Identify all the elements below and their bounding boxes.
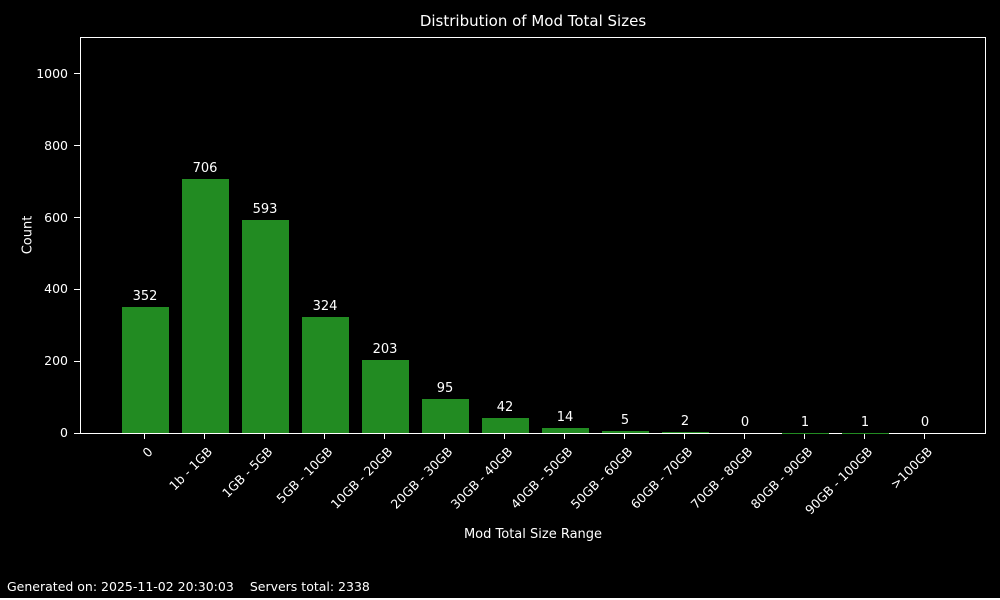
bar <box>421 398 469 433</box>
chart-title: Distribution of Mod Total Sizes <box>419 12 647 30</box>
x-tick <box>864 434 865 439</box>
bar-value-label: 95 <box>436 380 454 396</box>
y-tick-label: 800 <box>44 137 68 153</box>
footer: Generated on: 2025-11-02 20:30:03 Servers… <box>7 579 370 594</box>
x-axis-ticks: 0 1b - 1GB 1GB - 5GB 5GB - 10GB 10GB - 20GB 2… <box>80 434 986 554</box>
bar-value-label: 0 <box>920 415 930 430</box>
x-tick-label: 40GB - 50GB <box>507 444 576 512</box>
y-tick-label: 1000 <box>36 65 68 81</box>
x-tick-label: 5GB - 10GB <box>273 444 336 507</box>
x-tick <box>204 434 205 439</box>
bar-value-label: 0 <box>740 415 750 430</box>
plot-area: 352 706 593 324 203 95 42 14 5 2 0 1 1 0 <box>80 37 986 434</box>
x-tick-label: 60GB - 70GB <box>627 444 696 512</box>
bar-value-label: 14 <box>556 409 574 425</box>
x-tick-label: 70GB - 80GB <box>687 444 756 512</box>
x-tick <box>624 434 625 439</box>
x-tick-label: 20GB - 30GB <box>387 444 456 512</box>
x-tick-label: 1b - 1GB <box>166 444 216 494</box>
bar-value-label: 5 <box>620 413 630 429</box>
x-tick <box>264 434 265 439</box>
x-tick-label: 1GB - 5GB <box>219 444 276 501</box>
bar <box>661 432 709 433</box>
bar-value-label: 324 <box>312 298 338 314</box>
x-tick-label: 10GB - 20GB <box>327 444 396 512</box>
bar-value-label: 203 <box>372 342 398 358</box>
x-tick-label: 50GB - 60GB <box>567 444 636 512</box>
x-tick <box>144 434 145 439</box>
x-tick <box>804 434 805 439</box>
bar <box>301 316 349 433</box>
bar <box>481 417 529 433</box>
bar <box>601 431 649 433</box>
bar-value-label: 706 <box>192 161 218 177</box>
x-tick <box>744 434 745 439</box>
y-tick-label: 400 <box>44 281 68 297</box>
bar-value-label: 593 <box>252 202 278 218</box>
y-axis-label: Count <box>20 215 36 255</box>
x-tick-label: 30GB - 40GB <box>447 444 516 512</box>
footer-generated-text: Generated on: 2025-11-02 20:30:03 <box>7 579 234 594</box>
bar-value-label: 1 <box>800 414 810 430</box>
x-axis-label: Mod Total Size Range <box>463 527 603 542</box>
bar <box>181 179 229 433</box>
bar <box>361 360 409 433</box>
y-tick-label: 0 <box>60 425 68 440</box>
bar <box>541 427 589 433</box>
y-tick-label: 200 <box>44 353 68 369</box>
x-tick <box>564 434 565 439</box>
bar-value-label: 1 <box>860 414 870 430</box>
x-tick <box>384 434 385 439</box>
footer-servers-total-text: Servers total: 2338 <box>249 579 370 594</box>
x-tick <box>924 434 925 439</box>
x-tick <box>504 434 505 439</box>
x-tick <box>684 434 685 439</box>
x-tick-label: >100GB <box>887 444 936 492</box>
x-tick-label: 0 <box>139 444 156 461</box>
x-tick <box>444 434 445 439</box>
bottom-divider <box>0 598 1000 600</box>
x-tick <box>324 434 325 439</box>
bar-value-label: 352 <box>132 288 158 304</box>
bar-value-label: 42 <box>496 399 514 415</box>
bar <box>121 306 169 433</box>
bar-value-label: 2 <box>680 414 690 430</box>
bar <box>241 220 289 433</box>
